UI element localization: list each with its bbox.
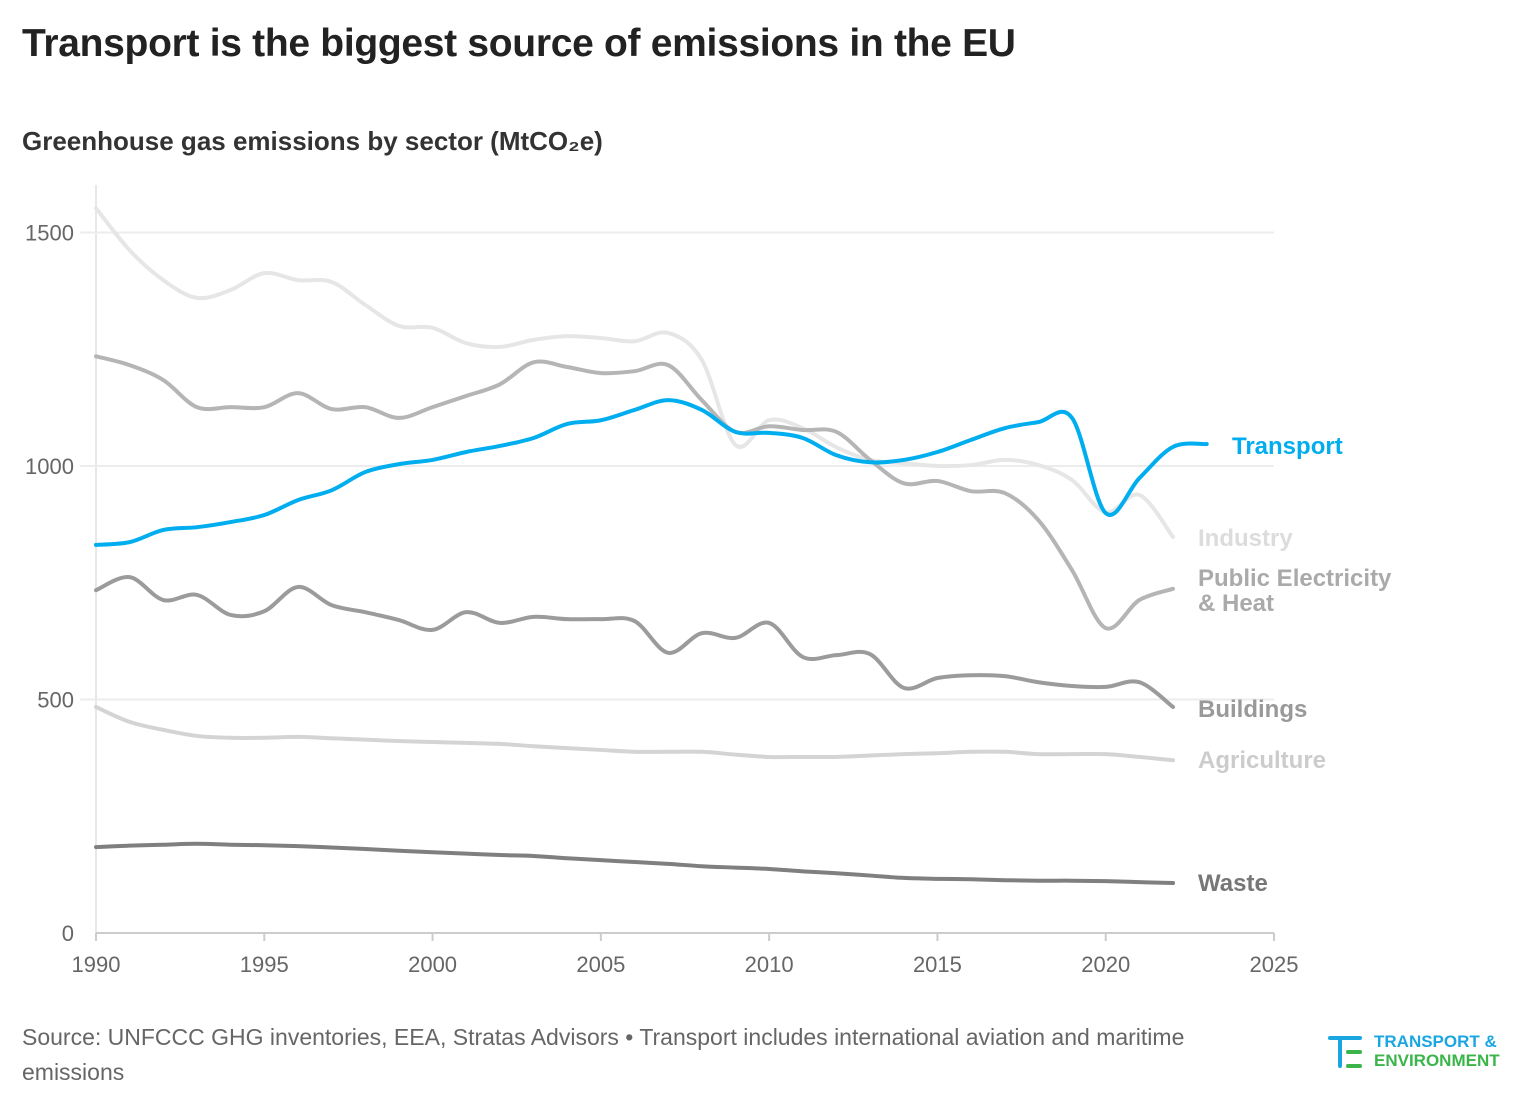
series-line-agriculture	[94, 704, 1176, 763]
label-industry: Industry	[1198, 525, 1293, 552]
series-line-buildings	[94, 575, 1176, 709]
chart-title: Transport is the biggest source of emiss…	[22, 22, 1016, 65]
series-line-waste	[94, 841, 1176, 886]
logo-text-environment: ENVIRONMENT	[1374, 1051, 1500, 1070]
series-line-public-electricity-heat	[94, 354, 1176, 631]
label-transport: Transport	[1232, 433, 1343, 460]
x-tick-label: 2000	[408, 952, 457, 977]
series-line-industry	[94, 206, 1176, 539]
gridlines	[80, 185, 1275, 941]
y-tick-label: 500	[37, 688, 74, 713]
x-tick-label: 1990	[72, 952, 121, 977]
chart-subtitle: Greenhouse gas emissions by sector (MtCO…	[22, 126, 603, 156]
label-agriculture: Agriculture	[1198, 747, 1326, 774]
x-tick-label: 2005	[576, 952, 625, 977]
source-note: Source: UNFCCC GHG inventories, EEA, Str…	[22, 1024, 1185, 1085]
x-tick-label: 2015	[913, 952, 962, 977]
y-tick-label: 1000	[25, 454, 74, 479]
y-tick-label: 1500	[25, 221, 74, 246]
series-line-transport	[94, 398, 1209, 547]
x-tick-label: 2025	[1250, 952, 1299, 977]
x-tick-label: 2010	[745, 952, 794, 977]
label-public-heat: & Heat	[1198, 590, 1274, 617]
te-logo-mark-icon	[1328, 1036, 1362, 1068]
label-waste: Waste	[1198, 870, 1268, 897]
series-lines	[94, 206, 1209, 886]
x-tick-label: 2020	[1081, 952, 1130, 977]
axis-ticks: 0 500 1000 1500 1990 1995 2000 2005 2010 2015 2020…	[25, 221, 1298, 978]
y-tick-label: 0	[62, 921, 74, 946]
label-buildings: Buildings	[1198, 696, 1307, 723]
logo-text-transport: TRANSPORT &	[1374, 1032, 1497, 1051]
series-labels: Transport Industry Public Electricity & …	[1198, 433, 1392, 897]
te-logo: TRANSPORT & ENVIRONMENT	[1328, 1030, 1518, 1074]
x-tick-label: 1995	[240, 952, 289, 977]
label-public-electricity: Public Electricity	[1198, 565, 1392, 592]
